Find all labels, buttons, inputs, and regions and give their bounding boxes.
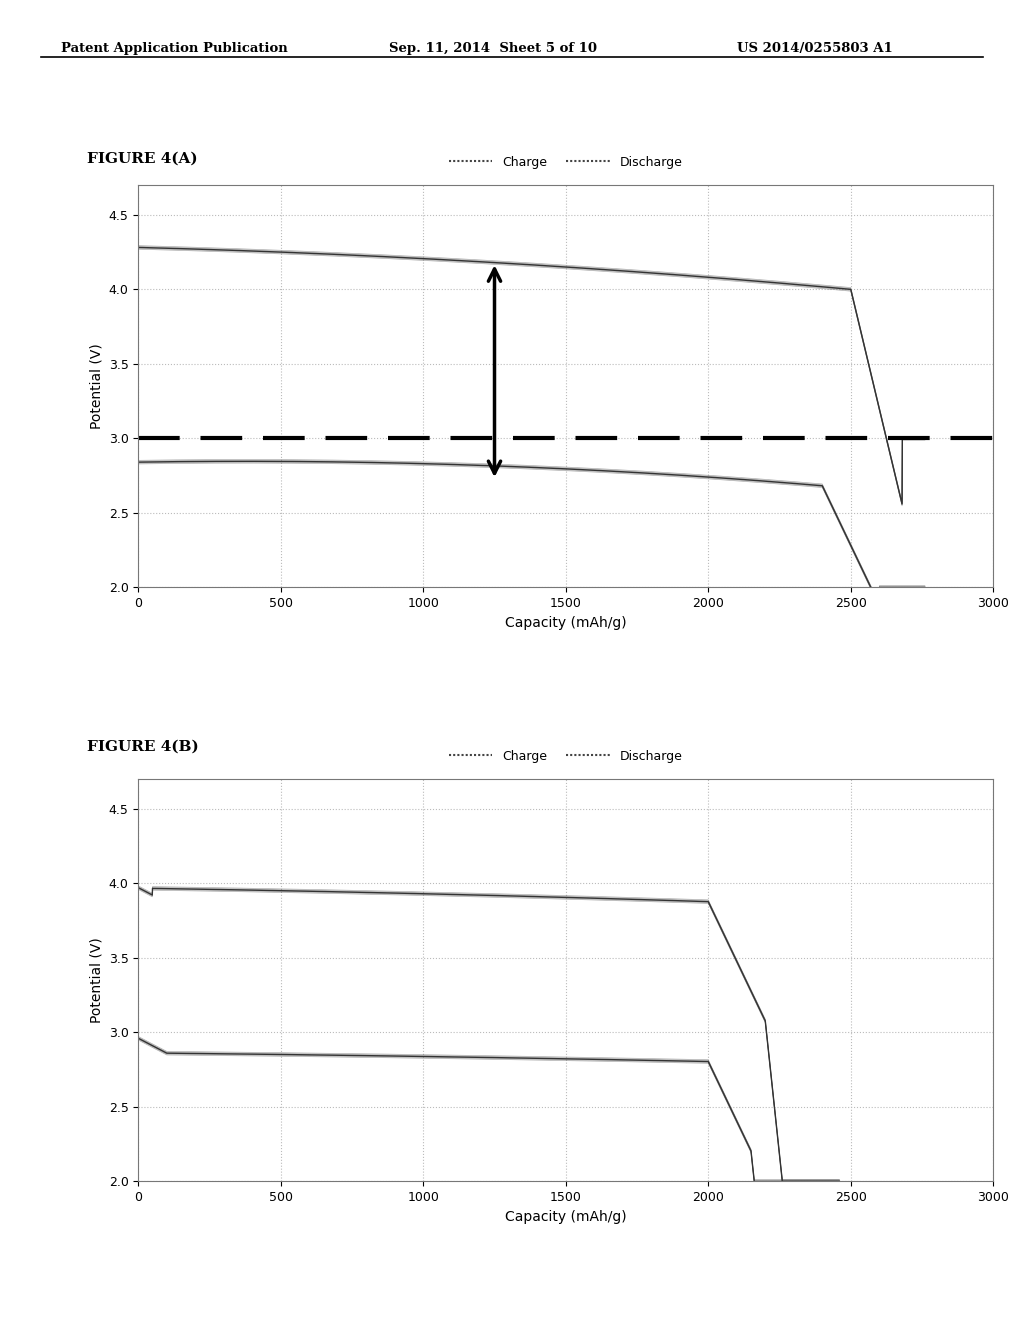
Text: FIGURE 4(B): FIGURE 4(B) xyxy=(87,739,199,754)
Y-axis label: Potential (V): Potential (V) xyxy=(89,937,103,1023)
Legend: Charge, Discharge: Charge, Discharge xyxy=(443,150,688,174)
Text: FIGURE 4(A): FIGURE 4(A) xyxy=(87,152,198,166)
Legend: Charge, Discharge: Charge, Discharge xyxy=(443,744,688,768)
Text: Patent Application Publication: Patent Application Publication xyxy=(61,42,288,55)
X-axis label: Capacity (mAh/g): Capacity (mAh/g) xyxy=(505,615,627,630)
Text: US 2014/0255803 A1: US 2014/0255803 A1 xyxy=(737,42,893,55)
X-axis label: Capacity (mAh/g): Capacity (mAh/g) xyxy=(505,1209,627,1224)
Text: Sep. 11, 2014  Sheet 5 of 10: Sep. 11, 2014 Sheet 5 of 10 xyxy=(389,42,597,55)
Y-axis label: Potential (V): Potential (V) xyxy=(89,343,103,429)
